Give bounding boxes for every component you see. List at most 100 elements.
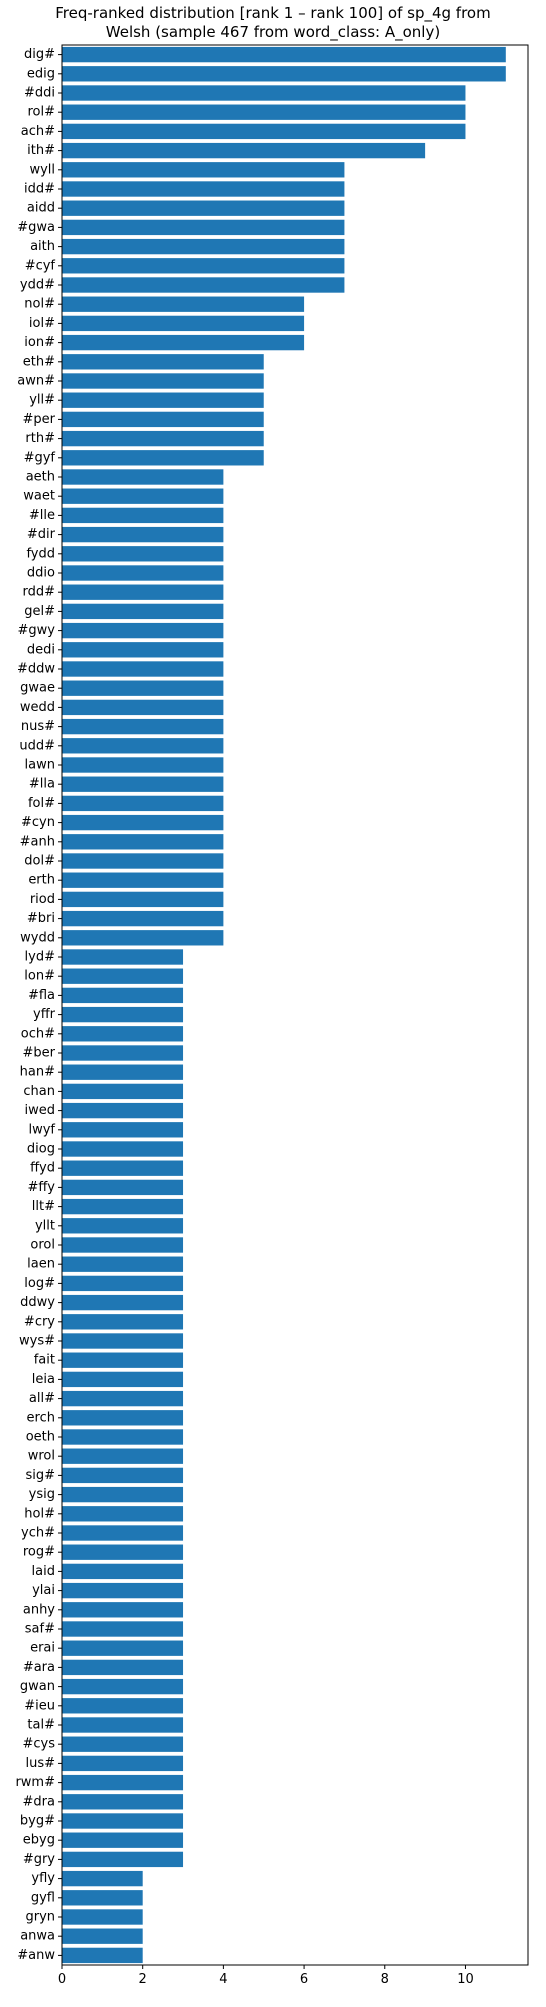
y-tick-label-4: ach# <box>21 124 55 139</box>
bar-66 <box>62 1314 184 1330</box>
y-tick-label-2: #ddi <box>24 86 55 101</box>
bar-42 <box>62 853 224 869</box>
bar-65 <box>62 1294 184 1311</box>
bar-10 <box>62 238 345 255</box>
bar-14 <box>62 315 305 332</box>
y-tick-label-33: gwae <box>20 681 55 696</box>
bar-37 <box>62 757 224 773</box>
bars-group <box>62 46 506 1964</box>
bar-26 <box>62 546 224 562</box>
y-tick-label-12: ydd# <box>20 278 55 293</box>
bar-80 <box>62 1582 184 1599</box>
y-tick-label-17: awn# <box>17 374 55 389</box>
y-tick-label-49: #fla <box>28 988 55 1003</box>
bar-5 <box>62 142 426 159</box>
y-tick-label-67: wys# <box>19 1334 55 1349</box>
x-tick-label-5: 10 <box>457 1972 474 1987</box>
y-tick-label-10: aith <box>30 239 55 254</box>
y-tick-label-34: wedd <box>20 700 55 715</box>
bar-46 <box>62 930 224 946</box>
y-tick-label-57: diog <box>27 1142 55 1157</box>
y-tick-labels: dig# edig #ddi rol# ach# ith# wyll idd# aidd #gwa… <box>15 47 62 1963</box>
bar-22 <box>62 469 224 485</box>
y-tick-label-30: #gwy <box>18 623 56 638</box>
y-tick-label-63: laen <box>27 1257 55 1272</box>
y-tick-label-66: #cry <box>24 1314 55 1329</box>
bar-6 <box>62 162 345 178</box>
x-axis: 0 2 4 6 8 10 <box>58 1965 474 1987</box>
bar-13 <box>62 296 305 312</box>
y-tick-label-54: chan <box>23 1084 55 1099</box>
bar-18 <box>62 392 264 408</box>
y-tick-label-86: #ieu <box>24 1698 55 1713</box>
y-tick-label-95: yfly <box>31 1871 55 1886</box>
bar-72 <box>62 1429 184 1445</box>
bar-36 <box>62 738 224 754</box>
bar-69 <box>62 1371 184 1388</box>
y-tick-label-25: #dir <box>27 527 56 542</box>
bar-23 <box>62 488 224 504</box>
y-tick-label-47: lyd# <box>25 950 55 965</box>
y-tick-label-91: #dra <box>23 1794 55 1809</box>
bar-83 <box>62 1640 184 1656</box>
y-tick-label-5: ith# <box>27 143 55 158</box>
y-tick-label-28: rdd# <box>22 585 55 600</box>
y-tick-label-61: yllt <box>35 1218 55 1233</box>
y-tick-label-85: gwan <box>20 1679 55 1694</box>
y-tick-label-39: fol# <box>28 796 55 811</box>
bar-1 <box>62 66 506 82</box>
bar-27 <box>62 565 224 581</box>
y-tick-label-64: log# <box>24 1276 55 1291</box>
y-tick-label-46: wydd <box>20 930 55 945</box>
y-tick-label-84: #ara <box>23 1660 55 1675</box>
y-tick-label-40: #cyn <box>21 815 55 830</box>
bar-48 <box>62 968 184 984</box>
bar-32 <box>62 661 224 677</box>
y-tick-label-71: erch <box>27 1410 55 1425</box>
bar-53 <box>62 1064 184 1080</box>
y-tick-label-81: anhy <box>23 1602 55 1617</box>
y-tick-label-37: lawn <box>25 758 55 773</box>
bar-44 <box>62 891 224 908</box>
y-tick-label-48: lon# <box>24 969 55 984</box>
bar-15 <box>62 334 305 351</box>
bar-82 <box>62 1621 184 1637</box>
y-tick-label-59: #ffy <box>27 1180 55 1195</box>
bar-9 <box>62 219 345 236</box>
y-tick-label-22: aeth <box>26 470 55 485</box>
bar-34 <box>62 699 224 716</box>
bar-19 <box>62 411 264 428</box>
bar-4 <box>62 123 466 140</box>
y-tick-label-8: aidd <box>27 201 55 216</box>
y-tick-label-15: ion# <box>24 335 55 350</box>
y-tick-label-94: #gry <box>23 1852 55 1867</box>
y-tick-label-31: dedi <box>27 642 55 657</box>
bar-33 <box>62 680 224 696</box>
y-tick-label-72: oeth <box>26 1430 55 1445</box>
y-tick-label-60: llt# <box>32 1199 55 1214</box>
bar-3 <box>62 104 466 120</box>
bar-54 <box>62 1083 184 1100</box>
x-tick-label-3: 6 <box>300 1972 308 1987</box>
bar-52 <box>62 1045 184 1061</box>
bar-11 <box>62 258 345 274</box>
bar-8 <box>62 200 345 216</box>
bar-73 <box>62 1448 184 1464</box>
bar-16 <box>62 354 264 370</box>
bar-47 <box>62 949 184 965</box>
y-tick-label-68: fait <box>34 1353 55 1368</box>
bar-7 <box>62 181 345 197</box>
bar-95 <box>62 1870 143 1887</box>
bar-75 <box>62 1486 184 1503</box>
bar-49 <box>62 987 184 1004</box>
bar-68 <box>62 1352 184 1368</box>
y-tick-label-76: hol# <box>24 1506 55 1521</box>
y-tick-label-75: ysig <box>29 1487 55 1502</box>
y-tick-label-70: all# <box>29 1391 55 1406</box>
y-tick-label-41: #anh <box>20 834 55 849</box>
plot-frame <box>61 44 529 1966</box>
bar-78 <box>62 1544 184 1560</box>
y-tick-label-18: yll# <box>29 393 55 408</box>
y-tick-label-42: dol# <box>24 854 55 869</box>
